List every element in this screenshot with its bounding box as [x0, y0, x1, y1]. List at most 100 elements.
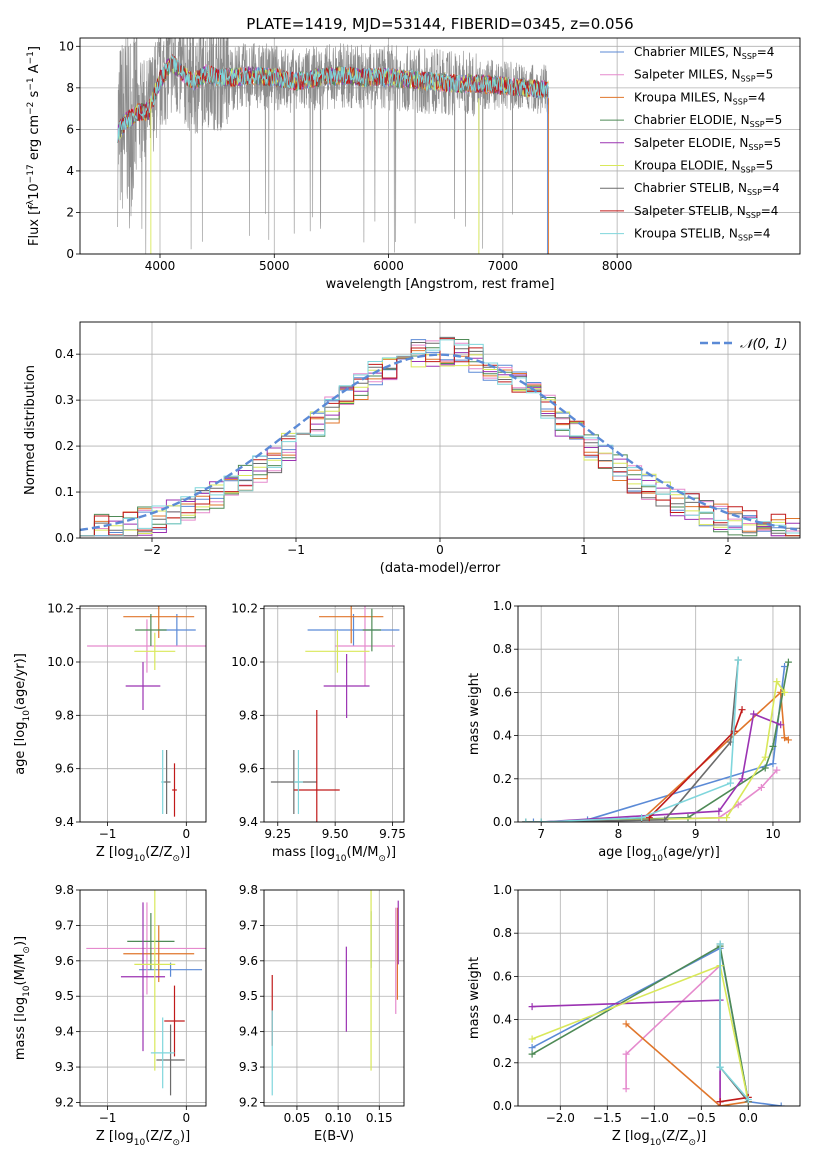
residuals-ticklabel-y: 0.3 — [55, 393, 74, 407]
massweight_vs_Z-xlabel-part: ⊙ — [688, 1138, 696, 1148]
massweight_vs_Z-xlabel-part: Z [log — [612, 1129, 650, 1144]
age_vs_mass-ticklabel-x: 9.75 — [379, 827, 406, 841]
massweight_vs_age-ticklabel-y: 0.6 — [493, 685, 512, 699]
massweight_vs_Z-ticklabel-x: −1.0 — [640, 1111, 669, 1125]
massweight_vs_age-line-chabrier-elodie — [525, 662, 790, 822]
legend-entry: Salpeter MILES, NSSP=5 — [634, 68, 773, 84]
spectrum-ticklabel-x: 8000 — [602, 259, 633, 273]
mass_vs_EBV-xlabel: E(B-V) — [314, 1129, 354, 1144]
age_vs_mass-axes: 9.25 9.50 9.75 9.4 9.6 9.8 10.0 10.2 mass [log10… — [231, 602, 406, 864]
legend-entry: Chabrier STELIB, NSSP=4 — [634, 181, 780, 197]
massweight_vs_Z-plot-area — [528, 940, 785, 1106]
massweight_vs_age-ticklabel-y: 0.8 — [493, 642, 512, 656]
spectrum-flux-ylabel-part: A — [27, 64, 42, 77]
massweight_vs_age-marker — [638, 814, 646, 822]
age_vs_Z-xlabel-part: ⊙ — [172, 854, 180, 864]
age_vs_mass-point-chabrier-elodie — [362, 608, 382, 652]
legend-entry: Salpeter STELIB, NSSP=4 — [634, 204, 778, 220]
mass_vs_Z-ticklabel-y: 9.7 — [55, 918, 74, 932]
legend-entry: 𝒩(0, 1) — [740, 337, 787, 352]
massweight_vs_Z-ticklabel-x: −0.5 — [687, 1111, 716, 1125]
mass_vs_Z-ticklabel-y: 9.5 — [55, 989, 74, 1003]
massweight_vs_Z-marker — [622, 1085, 630, 1093]
mass_vs_EBV-ticklabel-x: 0.05 — [284, 1111, 311, 1125]
residuals-ticklabel-y: 0.1 — [55, 485, 74, 499]
massweight_vs_age-marker — [738, 706, 746, 714]
legend-entry: Kroupa ELODIE, NSSP=5 — [634, 159, 773, 175]
mass_vs_Z-point-salpeter-miles — [86, 902, 206, 995]
age_vs_Z-ticklabel-y: 9.6 — [55, 762, 74, 776]
spectrum-model-line — [117, 54, 549, 143]
age_vs_mass-xlabel-part: (M/M — [347, 845, 379, 860]
massweight_vs_Z-marker — [528, 1003, 536, 1011]
mass_vs_EBV-ticklabel-y: 9.5 — [239, 989, 258, 1003]
massweight_vs_Z-line-kroupa-elodie — [531, 964, 750, 1102]
age_vs_mass-point-kroupa-elodie — [305, 630, 370, 673]
spectrum-flux-ylabel-part: ] — [27, 46, 42, 51]
spectrum-ticklabel-x: 4000 — [145, 259, 176, 273]
age_vs_Z-xlabel: Z [log10(Z/Z⊙)] — [96, 845, 190, 864]
massweight_vs_Z-ticklabel-y: 0.0 — [493, 1099, 512, 1113]
legend-entry-sub: SSP — [747, 188, 762, 197]
age_vs_Z-ticklabel-y: 9.4 — [55, 815, 74, 829]
spectrum-ticklabel-y: 2 — [66, 205, 74, 219]
legend-entry-sub: SSP — [750, 120, 765, 129]
massweight_vs_Z-marker — [777, 1102, 785, 1106]
massweight_vs_age-ticklabel-x: 9 — [692, 827, 700, 841]
massweight_vs_Z-xlabel-part: )] — [696, 1129, 706, 1144]
mass_vs_EBV-ticklabel-y: 9.8 — [239, 883, 258, 897]
age_vs_mass-ticklabel-y: 9.6 — [239, 762, 258, 776]
legend-entry-sub: SSP — [742, 52, 757, 61]
massweight_vs_Z-marker — [744, 1096, 752, 1104]
massweight_vs_age-marker — [784, 658, 792, 666]
spectrum-ticklabel-x: 6000 — [373, 259, 404, 273]
legend-entry-text: Chabrier STELIB, N — [634, 181, 747, 195]
age_vs_Z-frame — [79, 605, 207, 823]
age_vs_Z-point-kroupa-stelib — [161, 750, 165, 814]
age_vs_mass-point-salpeter-elodie — [323, 654, 370, 718]
legend-entry-text: =4 — [761, 204, 779, 218]
legend-entry-sub: SSP — [746, 211, 761, 220]
legend-entry-text: Kroupa ELODIE, N — [634, 159, 741, 173]
massweight_vs_age-marker — [773, 766, 781, 774]
age_vs_mass-point-chabrier-miles — [307, 614, 400, 646]
mass_vs_Z-xlabel: Z [log10(Z/Z⊙)] — [96, 1129, 190, 1148]
mass_vs_Z-ticklabel-y: 9.2 — [55, 1095, 74, 1109]
massweight_vs_age-marker — [757, 783, 765, 791]
spectrum-flux-ylabel-part: −1 — [26, 51, 36, 64]
mass_vs_EBV-ticklabel-y: 9.2 — [239, 1095, 258, 1109]
massweight_vs_Z-ticklabel-y: 0.8 — [493, 926, 512, 940]
massweight_vs_Z-marker — [716, 940, 724, 948]
spectrum-flux-ylabel: Flux [fλ10−17 erg cm−2 s−1 A−1] — [26, 46, 42, 246]
massweight_vs_age-ticklabel-y: 1.0 — [493, 599, 512, 613]
mass_vs_Z-ylabel-part: ⊙ — [22, 946, 32, 954]
mass_vs_EBV-ticklabel-x: 0.10 — [325, 1111, 352, 1125]
massweight_vs_Z-marker — [716, 1063, 724, 1071]
mass_vs_EBV-ticklabel-x: 0.15 — [366, 1111, 393, 1125]
mass_vs_Z-ticklabel-x: 0 — [182, 1111, 190, 1125]
age_vs_Z-ylabel-part: age [log — [13, 722, 28, 775]
massweight_vs_age-marker — [726, 779, 734, 787]
massweight_vs_age-frame — [517, 605, 801, 823]
spectrum-frame — [79, 37, 801, 255]
spectrum-axes: 4000 5000 6000 7000 8000 0 2 4 6 8 10 wavelength [A… — [26, 37, 801, 292]
massweight_vs_Z-ticklabel-y: 0.2 — [493, 1056, 512, 1070]
mass_vs_EBV-axes: 0.05 0.10 0.15 9.2 9.3 9.4 9.5 9.6 9.7 9.8 E(B-V) — [239, 883, 405, 1144]
mass_vs_Z-point-kroupa-elodie — [134, 890, 176, 1071]
mass_vs_Z-ticklabel-x: −1 — [99, 1111, 117, 1125]
age_vs_mass-point-kroupa-stelib — [293, 750, 304, 814]
massweight_vs_age-marker — [529, 818, 537, 822]
mass_vs_Z-ylabel-part: )] — [13, 936, 28, 946]
residuals-xlabel: (data-model)/error — [380, 561, 501, 576]
massweight_vs_age-line-chabrier-stelib — [525, 659, 739, 822]
massweight_vs_age-marker — [784, 736, 792, 744]
spectrum-flux-ylabel-part: −17 — [26, 164, 36, 183]
massweight_vs_Z-marker — [528, 1044, 536, 1052]
residuals-normal-curve — [80, 353, 798, 532]
age_vs_Z-ylabel-part: 10 — [22, 710, 32, 722]
legend-entry-sub: SSP — [748, 143, 763, 152]
mass_vs_Z-xlabel-part: Z [log — [96, 1129, 134, 1144]
residuals-frame — [79, 321, 801, 539]
